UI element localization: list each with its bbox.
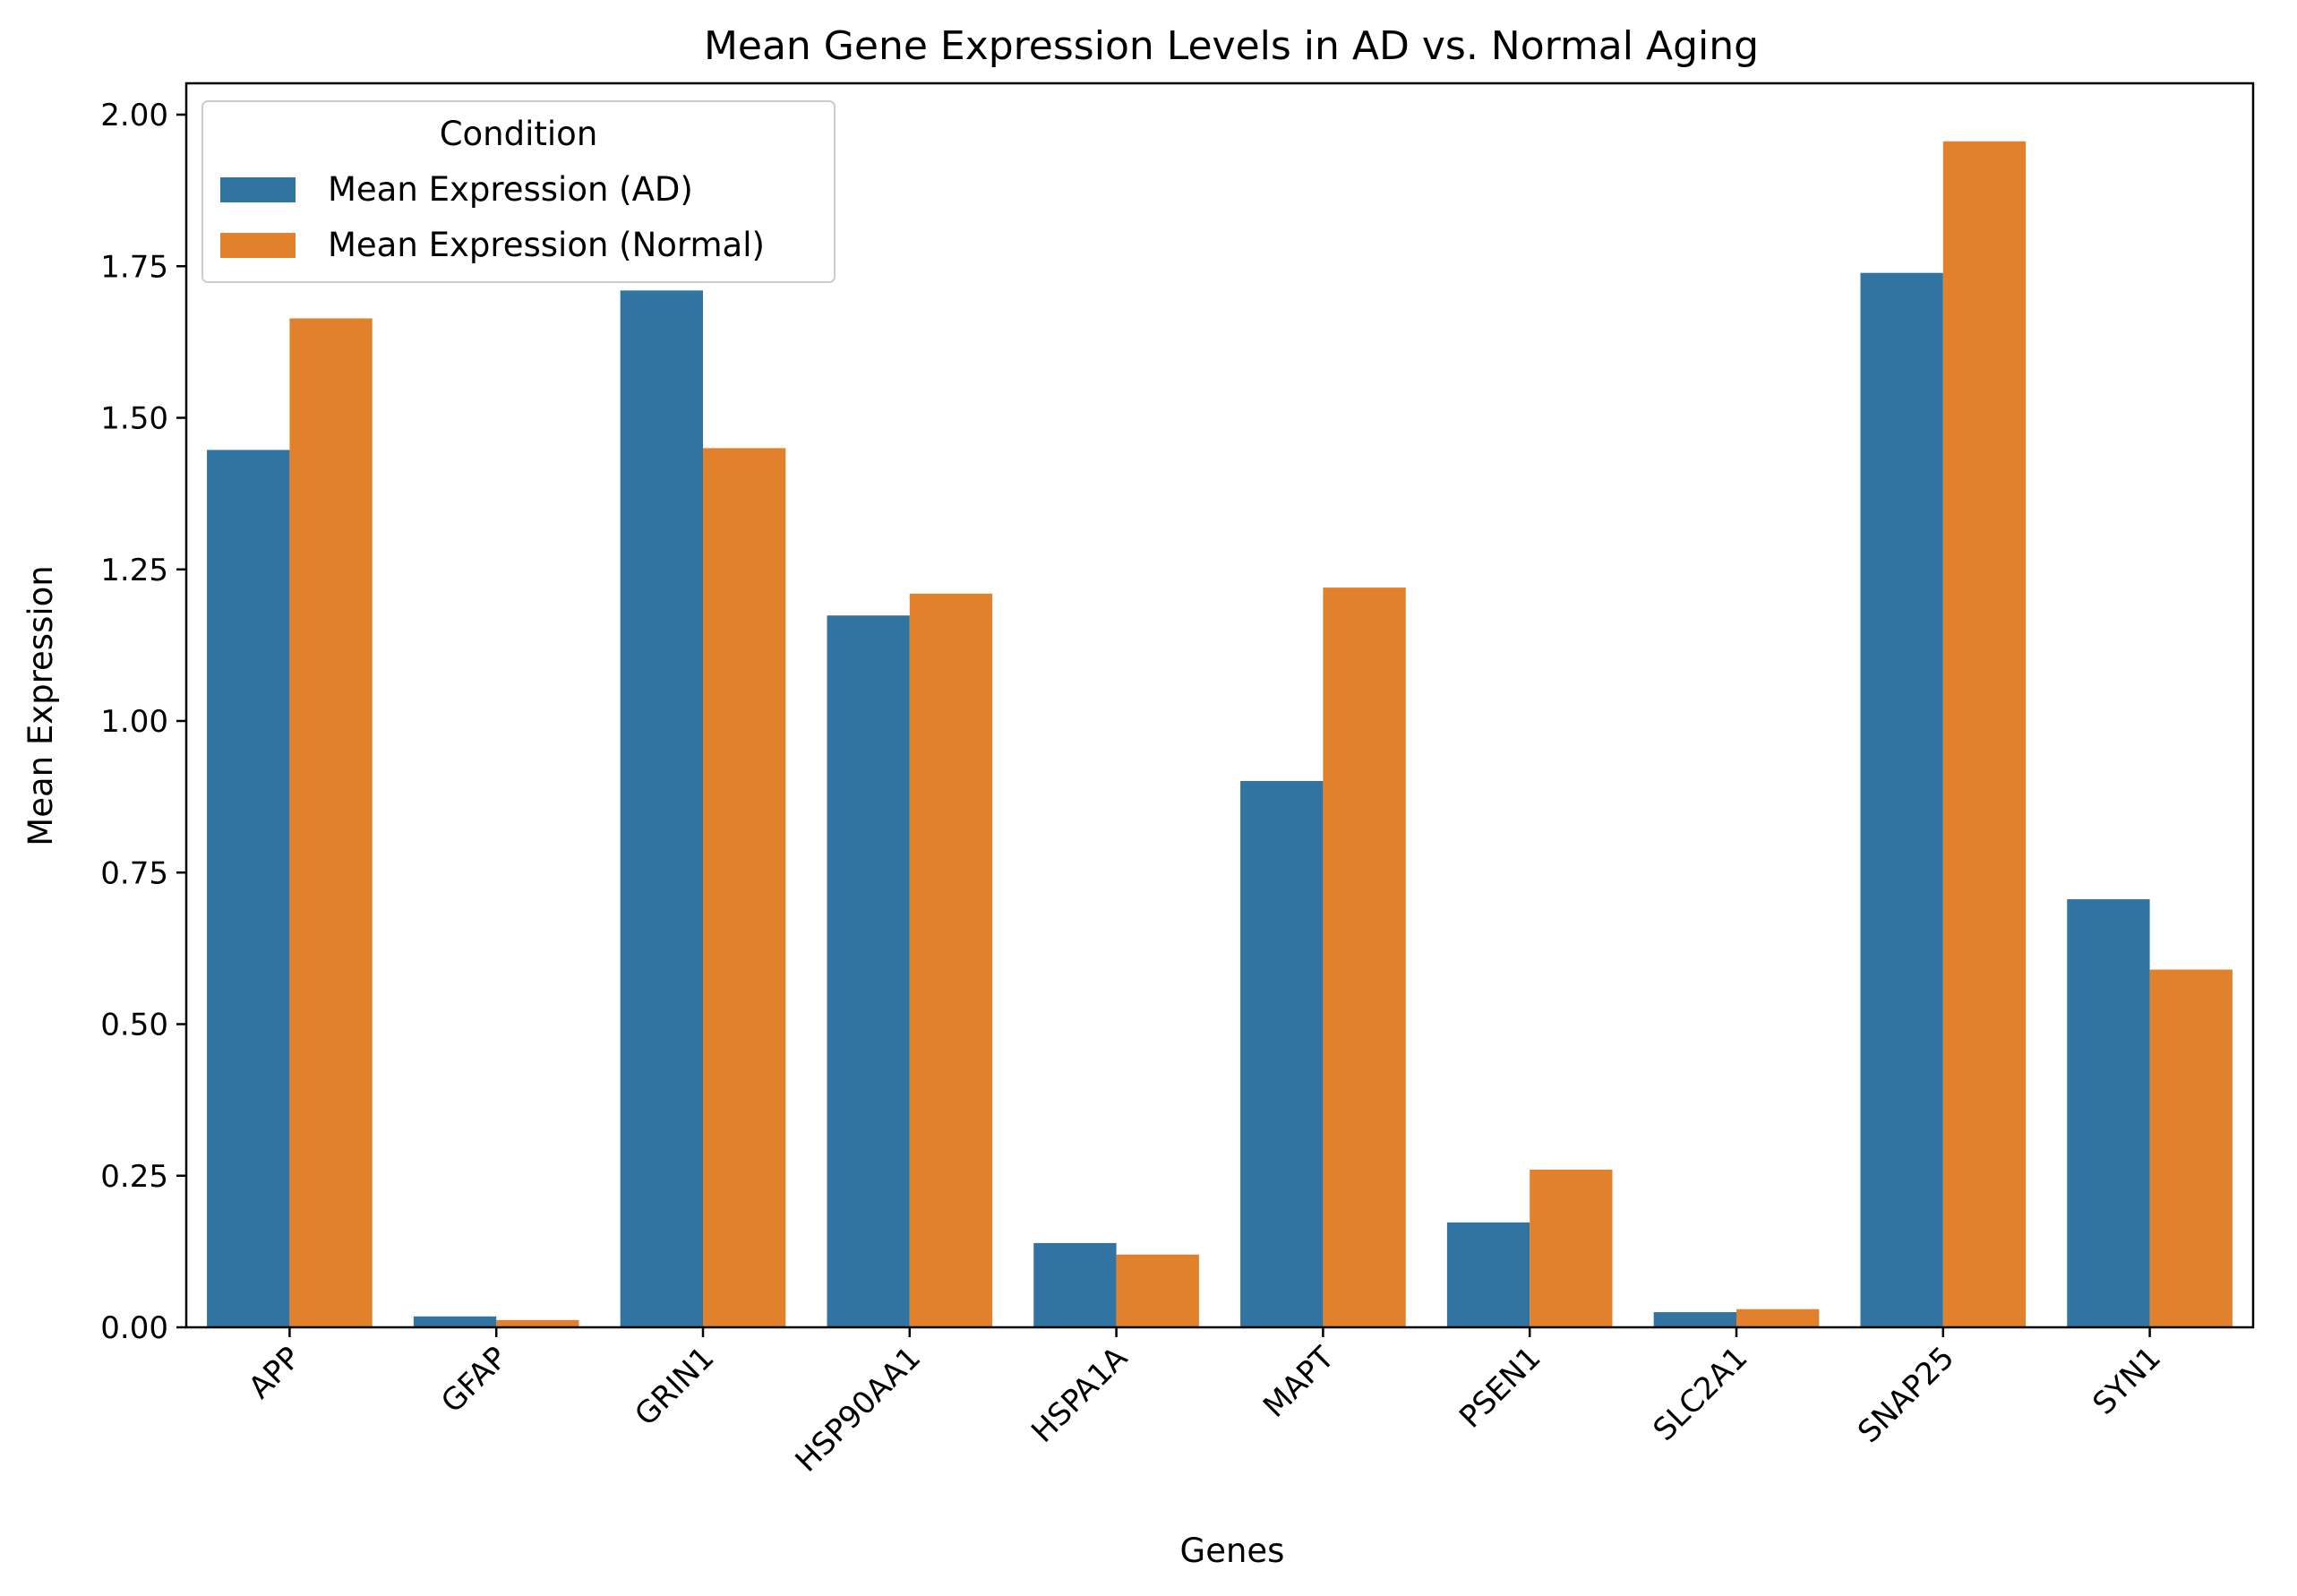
- x-tick-label: GFAP: [434, 1340, 514, 1420]
- legend: Condition Mean Expression (AD) Mean Expr…: [201, 100, 836, 283]
- bar-snap25-normal: [1942, 141, 2027, 1328]
- legend-label-normal: Mean Expression (Normal): [328, 226, 765, 264]
- plot-area: APP GFAP GRIN1 HSP90AA1 HSPA1A MAPT PSEN1 SLC2A…: [100, 98, 2233, 1480]
- y-tick-label: 1.75: [100, 249, 168, 285]
- y-tick-label: 1.25: [100, 553, 168, 588]
- x-tick-label: MAPT: [1256, 1340, 1341, 1425]
- bar-hspa1a-ad: [1033, 1242, 1117, 1327]
- bar-gfap-ad: [413, 1316, 497, 1327]
- chart-title: Mean Gene Expression Levels in AD vs. No…: [704, 23, 1759, 69]
- bar-app-ad: [207, 450, 290, 1328]
- bar-psen1-normal: [1530, 1169, 1613, 1327]
- legend-swatch-ad: [220, 177, 296, 202]
- plot-frame: [184, 82, 2255, 1329]
- bar-mapt-ad: [1240, 781, 1324, 1327]
- y-tick-label: 0.00: [100, 1310, 168, 1346]
- bar-app-normal: [289, 318, 373, 1328]
- bar-gfap-normal: [496, 1319, 579, 1327]
- x-tick-label: HSPA1A: [1024, 1340, 1135, 1450]
- y-tick-label: 2.00: [100, 98, 168, 133]
- x-axis-label: Genes: [1180, 1532, 1285, 1570]
- y-tick-label: 1.50: [100, 401, 168, 437]
- bar-hsp90aa1-ad: [827, 615, 910, 1327]
- x-tick-label: SLC2A1: [1647, 1340, 1755, 1448]
- x-tick-label: SYN1: [2086, 1340, 2168, 1422]
- x-tick-label: APP: [242, 1340, 308, 1406]
- bar-slc2a1-ad: [1653, 1312, 1736, 1327]
- x-tick-label: HSP90AA1: [789, 1340, 929, 1480]
- bar-grin1-ad: [620, 290, 703, 1328]
- x-tick-label: PSEN1: [1453, 1340, 1548, 1436]
- x-tick-label: SNAP25: [1851, 1340, 1961, 1450]
- y-tick-label: 0.50: [100, 1008, 168, 1043]
- legend-box: [201, 100, 836, 283]
- bar-syn1-ad: [2067, 899, 2150, 1327]
- bar-mapt-normal: [1323, 588, 1406, 1327]
- bar-hspa1a-normal: [1116, 1254, 1199, 1327]
- legend-label-ad: Mean Expression (AD): [328, 170, 693, 209]
- x-tick-label: GRIN1: [628, 1340, 721, 1433]
- y-axis-label: Mean Expression: [21, 565, 60, 845]
- y-tick-label: 0.25: [100, 1159, 168, 1195]
- bar-syn1-normal: [2149, 969, 2233, 1327]
- bar-snap25-ad: [1860, 272, 1943, 1327]
- bar-psen1-ad: [1446, 1222, 1530, 1327]
- bar-grin1-normal: [703, 448, 786, 1328]
- y-tick-label: 0.75: [100, 855, 168, 891]
- bar-slc2a1-normal: [1736, 1309, 1820, 1327]
- bar-hsp90aa1-normal: [909, 593, 993, 1327]
- y-tick-label: 1.00: [100, 704, 168, 740]
- legend-swatch-normal: [220, 233, 296, 258]
- legend-title: Condition: [440, 115, 598, 153]
